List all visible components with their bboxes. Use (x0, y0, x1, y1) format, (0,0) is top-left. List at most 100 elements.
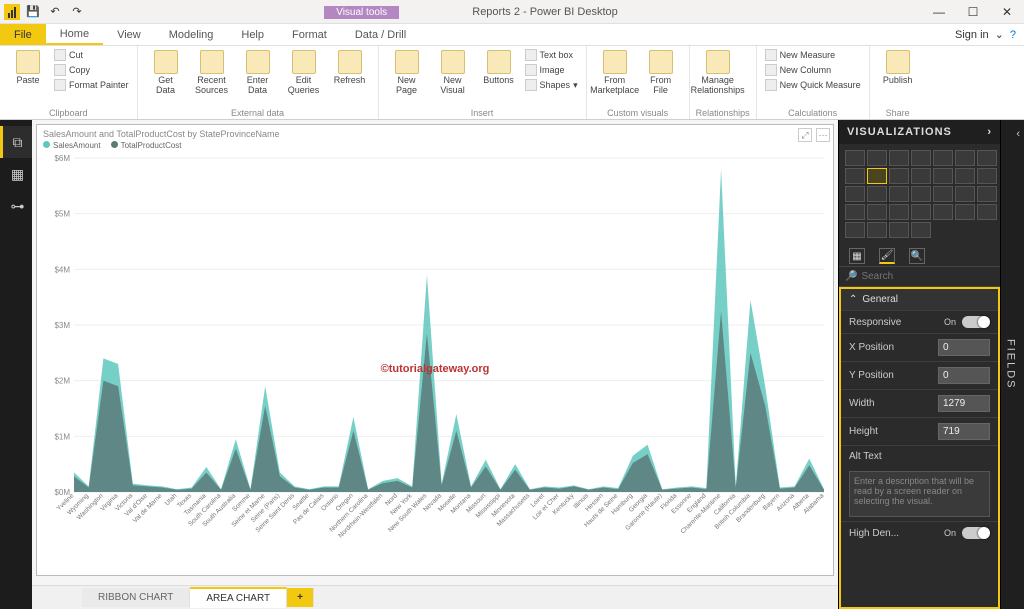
viz-type-icon[interactable] (977, 150, 997, 166)
copy-button[interactable]: Copy (52, 63, 131, 77)
visualizations-header[interactable]: VISUALIZATIONS› (839, 120, 1000, 144)
redo-icon[interactable]: ↷ (68, 3, 86, 21)
quick-access-toolbar: 💾 ↶ ↷ (0, 3, 90, 21)
viz-type-icon[interactable] (867, 150, 887, 166)
page-tab-area-chart[interactable]: AREA CHART (190, 587, 287, 608)
recent-sources-button[interactable]: Recent Sources (190, 48, 234, 98)
viz-type-icon[interactable] (955, 186, 975, 202)
watermark: ©tutorialgateway.org (381, 363, 490, 375)
from-file-button[interactable]: From File (639, 48, 683, 98)
manage-relationships-button[interactable]: Manage Relationships (696, 48, 740, 98)
viz-type-icon[interactable] (867, 222, 887, 238)
textbox-button[interactable]: Text box (523, 48, 580, 62)
chevron-down-icon[interactable]: ⌄ (995, 28, 1004, 41)
viz-type-icon[interactable] (977, 168, 997, 184)
tab-view[interactable]: View (103, 24, 155, 45)
tab-help[interactable]: Help (227, 24, 278, 45)
undo-icon[interactable]: ↶ (46, 3, 64, 21)
responsive-toggle[interactable] (962, 316, 990, 328)
viz-type-icon[interactable] (845, 168, 865, 184)
viz-type-icon[interactable] (933, 204, 953, 220)
viz-type-icon[interactable] (845, 150, 865, 166)
new-page-button[interactable]: New Page (385, 48, 429, 98)
publish-button[interactable]: Publish (876, 48, 920, 88)
analytics-tab-icon[interactable]: 🔍 (909, 248, 925, 264)
viz-type-icon[interactable] (845, 186, 865, 202)
get-data-button[interactable]: Get Data (144, 48, 188, 98)
close-button[interactable]: ✕ (990, 0, 1024, 24)
y-position-input[interactable] (938, 367, 990, 384)
viz-type-icon[interactable] (889, 168, 909, 184)
svg-text:$3M: $3M (54, 321, 70, 330)
save-icon[interactable]: 💾 (24, 3, 42, 21)
nav-model-icon[interactable]: ⊶ (0, 190, 32, 222)
enter-data-button[interactable]: Enter Data (236, 48, 280, 98)
viz-type-icon[interactable] (845, 222, 865, 238)
height-input[interactable] (938, 423, 990, 440)
viz-type-icon[interactable] (889, 186, 909, 202)
viz-type-icon[interactable] (933, 186, 953, 202)
viz-type-icon[interactable] (889, 150, 909, 166)
viz-type-icon[interactable] (955, 204, 975, 220)
new-quick-measure-button[interactable]: New Quick Measure (763, 78, 863, 92)
tab-format[interactable]: Format (278, 24, 341, 45)
focus-mode-icon[interactable]: ⤢ (798, 128, 812, 142)
page-tab-ribbon-chart[interactable]: RIBBON CHART (82, 588, 190, 607)
cut-button[interactable]: Cut (52, 48, 131, 62)
general-header[interactable]: ⌃General (841, 289, 998, 310)
tab-datadrill[interactable]: Data / Drill (341, 24, 420, 45)
viz-type-icon[interactable] (867, 204, 887, 220)
new-column-button[interactable]: New Column (763, 63, 863, 77)
viz-type-icon[interactable] (933, 150, 953, 166)
from-marketplace-button[interactable]: From Marketplace (593, 48, 637, 98)
format-tab-icon[interactable]: 🖌 (879, 248, 895, 264)
new-visual-button[interactable]: New Visual (431, 48, 475, 98)
viz-type-icon[interactable] (911, 168, 931, 184)
tab-file[interactable]: File (0, 24, 46, 45)
nav-data-icon[interactable]: ▦ (0, 158, 32, 190)
viz-type-icon[interactable] (955, 168, 975, 184)
viz-type-icon[interactable] (889, 204, 909, 220)
minimize-button[interactable]: — (922, 0, 956, 24)
ribbon-group-relationships: Manage Relationships Relationships (690, 46, 757, 119)
viz-type-icon[interactable] (977, 186, 997, 202)
alt-text-input[interactable]: Enter a description that will be read by… (849, 471, 990, 517)
chevron-right-icon[interactable]: › (987, 126, 992, 138)
help-icon[interactable]: ? (1010, 29, 1016, 41)
viz-type-icon[interactable] (911, 150, 931, 166)
image-button[interactable]: Image (523, 63, 580, 77)
viz-type-icon[interactable] (911, 222, 931, 238)
format-search: 🔎 (839, 267, 1000, 287)
width-input[interactable] (938, 395, 990, 412)
x-position-input[interactable] (938, 339, 990, 356)
viz-type-icon[interactable] (933, 168, 953, 184)
edit-queries-button[interactable]: Edit Queries (282, 48, 326, 98)
maximize-button[interactable]: ☐ (956, 0, 990, 24)
buttons-button[interactable]: Buttons (477, 48, 521, 88)
paste-button[interactable]: Paste (6, 48, 50, 88)
fields-tab-icon[interactable]: ▦ (849, 248, 865, 264)
format-painter-button[interactable]: Format Painter (52, 78, 131, 92)
fields-pane-collapsed[interactable]: ‹ FIELDS (1000, 120, 1024, 609)
viz-type-icon[interactable] (977, 204, 997, 220)
sign-in-link[interactable]: Sign in (955, 29, 989, 41)
chevron-left-icon[interactable]: ‹ (1016, 128, 1022, 140)
viz-type-icon[interactable] (911, 204, 931, 220)
new-measure-button[interactable]: New Measure (763, 48, 863, 62)
page-tab-add[interactable]: + (287, 588, 314, 607)
shapes-button[interactable]: Shapes ▾ (523, 78, 580, 92)
viz-type-icon[interactable] (955, 150, 975, 166)
nav-report-icon[interactable]: ⧉ (0, 126, 32, 158)
viz-type-icon[interactable] (911, 186, 931, 202)
high-density-toggle[interactable] (962, 527, 990, 539)
viz-type-icon[interactable] (867, 168, 887, 184)
tab-modeling[interactable]: Modeling (155, 24, 228, 45)
area-chart-visual[interactable]: ⤢ ⋯ SalesAmount and TotalProductCost by … (36, 124, 834, 576)
viz-type-icon[interactable] (845, 204, 865, 220)
viz-type-icon[interactable] (867, 186, 887, 202)
refresh-button[interactable]: Refresh (328, 48, 372, 88)
more-options-icon[interactable]: ⋯ (816, 128, 830, 142)
search-input[interactable] (861, 271, 994, 282)
viz-type-icon[interactable] (889, 222, 909, 238)
tab-home[interactable]: Home (46, 24, 103, 45)
